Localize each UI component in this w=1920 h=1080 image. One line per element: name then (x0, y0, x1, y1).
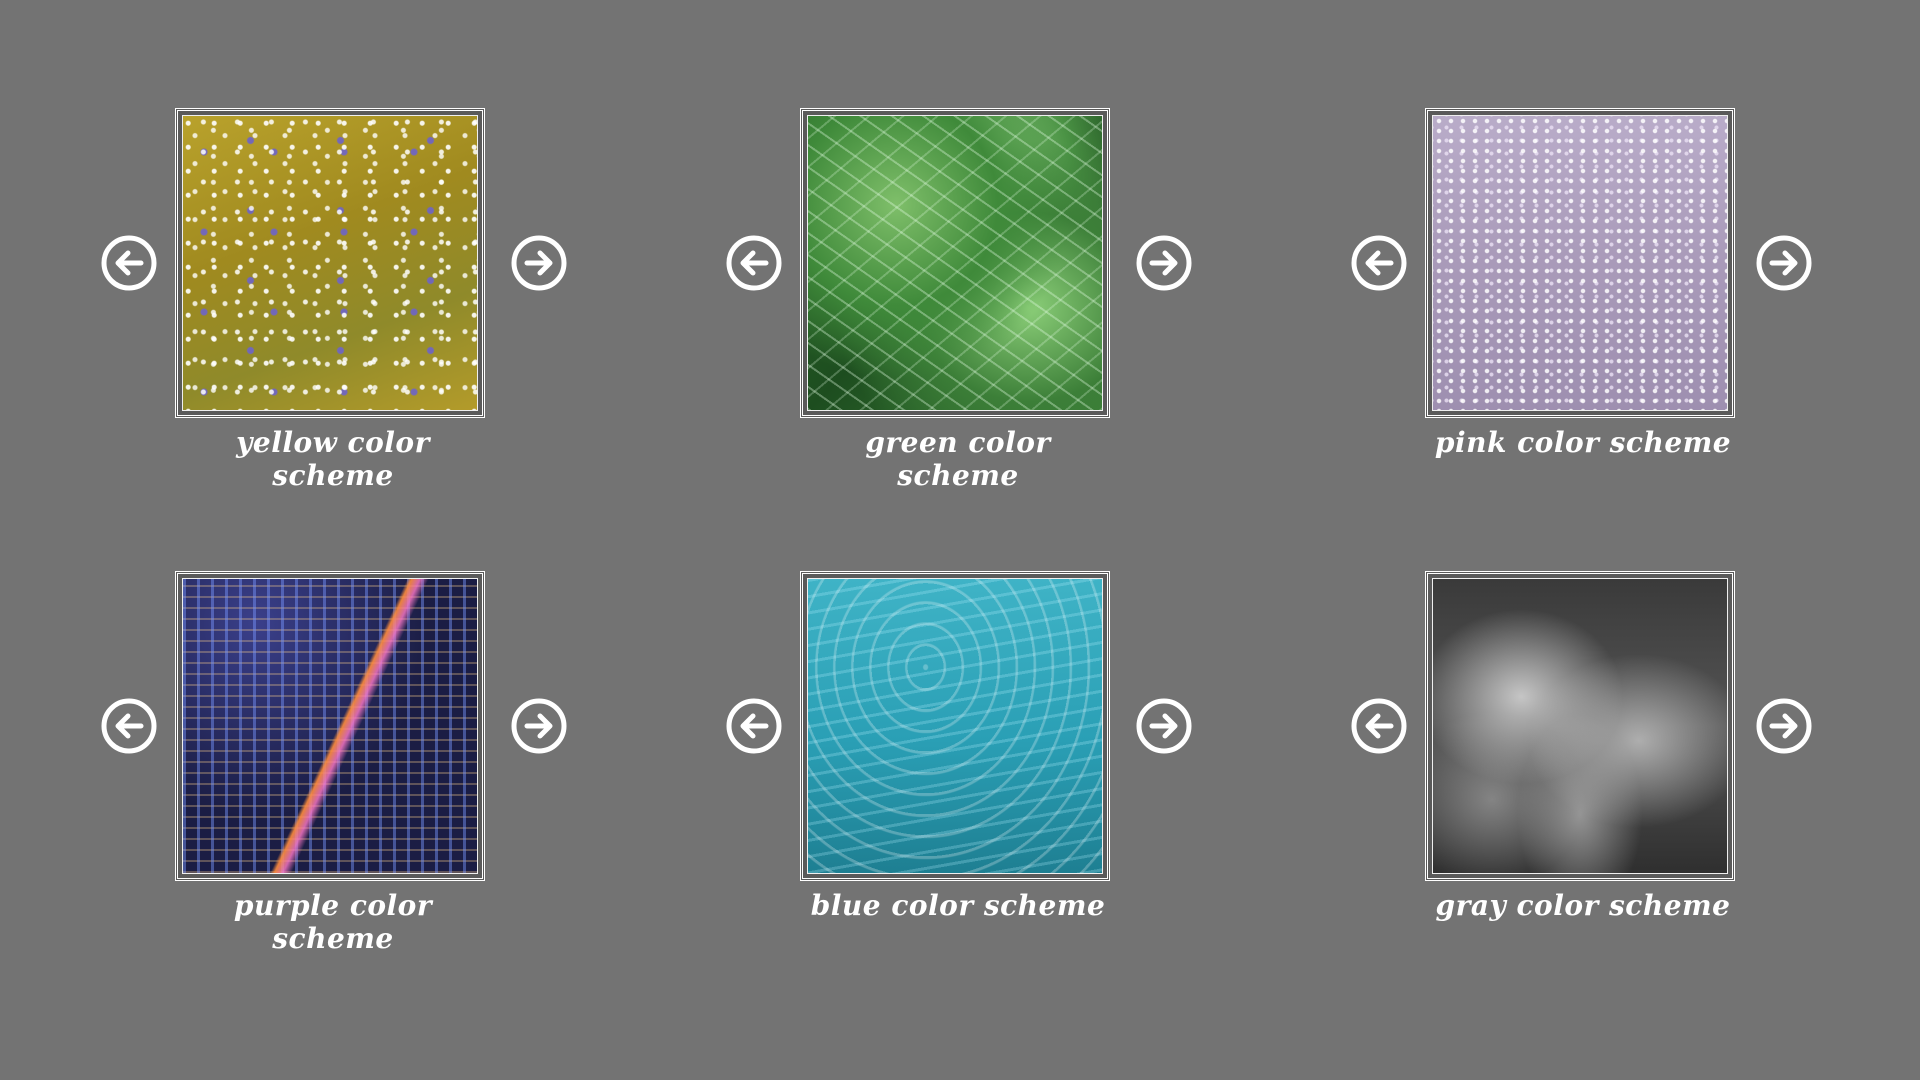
prev-button[interactable] (100, 697, 158, 755)
image-frame (175, 108, 485, 418)
prev-button[interactable] (725, 697, 783, 755)
image-frame (1425, 108, 1735, 418)
card-pink: pink color scheme (1350, 108, 1830, 508)
arrow-left-circle-icon (101, 235, 157, 291)
image-frame (800, 571, 1110, 881)
next-button[interactable] (510, 234, 568, 292)
image-frame (1425, 571, 1735, 881)
arrow-left-circle-icon (726, 698, 782, 754)
next-button[interactable] (1755, 697, 1813, 755)
arrow-left-circle-icon (726, 235, 782, 291)
arrow-right-circle-icon (511, 698, 567, 754)
image-frame (175, 571, 485, 881)
prev-button[interactable] (725, 234, 783, 292)
next-button[interactable] (1135, 697, 1193, 755)
arrow-right-circle-icon (1756, 698, 1812, 754)
arrow-right-circle-icon (511, 235, 567, 291)
arrow-left-circle-icon (1351, 235, 1407, 291)
field-of-yellow-wildflowers-image (183, 116, 477, 410)
image-border (807, 115, 1103, 411)
gray-waterfall-mist-image (1433, 579, 1727, 873)
city-at-night-image (183, 579, 477, 873)
image-border (1432, 578, 1728, 874)
card-blue: blue color scheme (725, 571, 1205, 971)
card-label: gray color scheme (1435, 889, 1731, 922)
image-border (1432, 115, 1728, 411)
prev-button[interactable] (100, 234, 158, 292)
card-purple: purple color scheme (100, 571, 580, 971)
card-green: green color scheme (725, 108, 1205, 508)
arrow-right-circle-icon (1756, 235, 1812, 291)
arrow-left-circle-icon (1351, 698, 1407, 754)
card-label: yellow color scheme (236, 426, 430, 492)
image-border (182, 578, 478, 874)
arrow-left-circle-icon (101, 698, 157, 754)
card-yellow: yellow color scheme (100, 108, 580, 508)
image-border (807, 578, 1103, 874)
prev-button[interactable] (1350, 697, 1408, 755)
card-gray: gray color scheme (1350, 571, 1830, 971)
card-label: green color scheme (865, 426, 1051, 492)
next-button[interactable] (1755, 234, 1813, 292)
card-label: purple color scheme (233, 889, 433, 955)
next-button[interactable] (1135, 234, 1193, 292)
next-button[interactable] (510, 697, 568, 755)
blue-water-ripples-image (808, 579, 1102, 873)
prev-button[interactable] (1350, 234, 1408, 292)
card-label: blue color scheme (810, 889, 1106, 922)
green-leaves-image (808, 116, 1102, 410)
arrow-right-circle-icon (1136, 235, 1192, 291)
field-of-pink-daisies-image (1433, 116, 1727, 410)
card-label: pink color scheme (1434, 426, 1732, 459)
arrow-right-circle-icon (1136, 698, 1192, 754)
image-border (182, 115, 478, 411)
image-frame (800, 108, 1110, 418)
